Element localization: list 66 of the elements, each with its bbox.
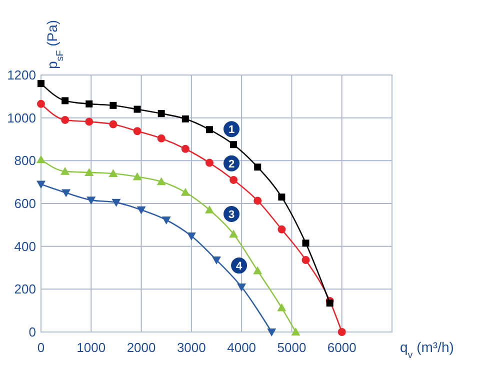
point bbox=[278, 194, 286, 201]
y-tick-label: 600 bbox=[14, 196, 36, 211]
point bbox=[302, 256, 310, 264]
point bbox=[254, 164, 262, 171]
point bbox=[229, 230, 238, 238]
point bbox=[61, 116, 70, 124]
point bbox=[291, 328, 300, 336]
point bbox=[182, 115, 189, 122]
point bbox=[112, 198, 121, 207]
point bbox=[110, 102, 117, 109]
y-tick-label: 0 bbox=[28, 324, 36, 340]
point bbox=[230, 176, 238, 184]
series-label: 2 bbox=[228, 158, 235, 170]
x-tick-label: 3000 bbox=[176, 340, 206, 355]
point bbox=[180, 188, 190, 196]
point bbox=[253, 266, 262, 274]
point bbox=[278, 225, 286, 234]
point bbox=[204, 205, 214, 214]
y-tick-label: 200 bbox=[14, 282, 36, 297]
point bbox=[36, 180, 46, 189]
point bbox=[326, 300, 334, 307]
point bbox=[338, 328, 346, 336]
series-label: 4 bbox=[236, 260, 243, 273]
point bbox=[158, 110, 165, 118]
point bbox=[302, 240, 310, 247]
y-tick-label: 400 bbox=[14, 238, 36, 254]
y-tick-label: 1200 bbox=[7, 68, 36, 82]
point bbox=[108, 169, 118, 178]
point bbox=[230, 141, 238, 148]
point bbox=[186, 232, 196, 241]
x-tick-label: 1000 bbox=[76, 340, 106, 355]
point bbox=[206, 126, 213, 134]
point bbox=[205, 158, 214, 167]
point bbox=[134, 106, 141, 113]
point bbox=[277, 303, 286, 312]
point bbox=[37, 100, 45, 108]
point bbox=[86, 196, 96, 205]
point bbox=[84, 168, 94, 176]
point bbox=[237, 284, 246, 292]
series-label: 1 bbox=[228, 124, 235, 136]
y-tick-label: 800 bbox=[14, 153, 36, 168]
x-tick-label: 2000 bbox=[126, 340, 156, 355]
point bbox=[133, 127, 142, 136]
point bbox=[157, 134, 166, 142]
point bbox=[136, 206, 146, 214]
point bbox=[212, 256, 221, 265]
x-axis-title: q$_{v}$ (m³/h) bbox=[400, 339, 454, 360]
point bbox=[181, 144, 190, 153]
series-label: 3 bbox=[228, 209, 235, 222]
point bbox=[38, 80, 44, 88]
point bbox=[62, 97, 69, 104]
y-tick-label: 1000 bbox=[7, 110, 36, 126]
point bbox=[109, 120, 118, 128]
point bbox=[132, 172, 142, 180]
point bbox=[254, 196, 262, 205]
x-tick-label: 6000 bbox=[327, 340, 356, 355]
x-tick-label: 5000 bbox=[277, 340, 306, 355]
point bbox=[267, 328, 276, 336]
point bbox=[85, 118, 94, 126]
point bbox=[62, 189, 71, 198]
point bbox=[156, 177, 166, 186]
x-tick-label: 4000 bbox=[227, 340, 256, 355]
point bbox=[60, 166, 70, 175]
point bbox=[86, 100, 93, 108]
point bbox=[162, 216, 171, 224]
point bbox=[36, 155, 46, 164]
